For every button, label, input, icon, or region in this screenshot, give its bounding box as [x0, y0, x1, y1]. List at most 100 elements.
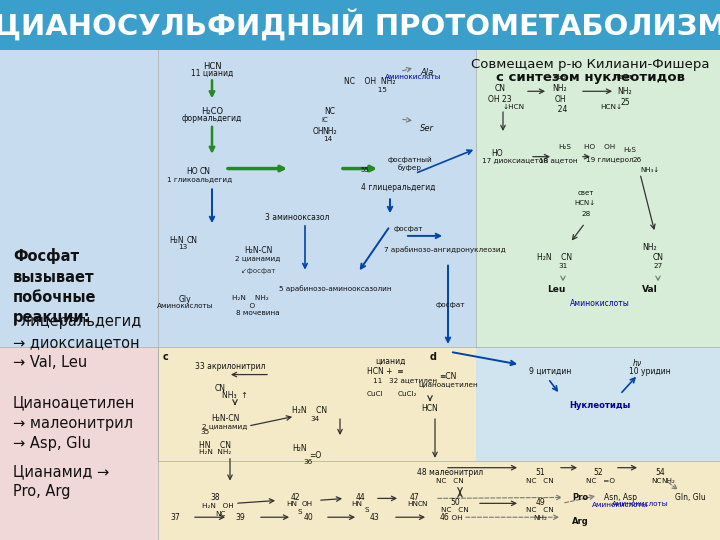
- Text: 18 ацетон: 18 ацетон: [539, 157, 577, 163]
- Text: NC   CN: NC CN: [526, 507, 554, 514]
- Text: HO: HO: [491, 148, 503, 158]
- Text: NC: NC: [325, 107, 336, 116]
- Text: HCN↓: HCN↓: [600, 104, 622, 110]
- Text: 47: 47: [410, 494, 420, 502]
- Text: 1 гликоальдегид: 1 гликоальдегид: [167, 177, 233, 183]
- Text: HN: HN: [408, 501, 418, 508]
- Text: d: d: [430, 352, 437, 362]
- Text: 3 аминооксазол: 3 аминооксазол: [265, 213, 329, 222]
- Text: CN
OH 23: CN OH 23: [488, 84, 512, 104]
- Text: 4 глицеральдегид: 4 глицеральдегид: [361, 184, 435, 192]
- Text: 35: 35: [200, 429, 210, 435]
- Text: H₂S: H₂S: [624, 147, 636, 153]
- Text: 5 арабинозо-аминооксазолин: 5 арабинозо-аминооксазолин: [279, 286, 391, 292]
- Text: NH₃  ↑: NH₃ ↑: [222, 392, 248, 401]
- Text: фосфат: фосфат: [393, 226, 423, 232]
- Text: 15: 15: [353, 87, 387, 93]
- Text: OH: OH: [447, 515, 463, 521]
- Text: H₂N-CN: H₂N-CN: [244, 246, 272, 255]
- Text: 38: 38: [210, 494, 220, 502]
- Text: CN: CN: [186, 236, 197, 245]
- Text: 39: 39: [235, 513, 245, 522]
- Text: Аминокислоты: Аминокислоты: [612, 501, 668, 508]
- Text: CN: CN: [418, 501, 428, 508]
- Bar: [0, 50, 158, 540]
- Text: NC: NC: [651, 477, 661, 484]
- Text: CuCl: CuCl: [366, 392, 383, 397]
- Text: 48 малеонитрил: 48 малеонитрил: [417, 468, 483, 477]
- Text: S: S: [365, 507, 369, 514]
- Bar: [476, 347, 720, 461]
- Text: CuCl₂: CuCl₂: [397, 392, 417, 397]
- Text: 26: 26: [632, 157, 642, 163]
- Text: NC: NC: [215, 511, 225, 517]
- Text: свет: свет: [617, 75, 633, 80]
- Text: H₂N    NH₂: H₂N NH₂: [232, 295, 269, 301]
- Text: Аминокислоты: Аминокислоты: [592, 502, 648, 508]
- Text: 19 глицерол: 19 глицерол: [586, 157, 634, 163]
- Text: 7 арабинозо-ангидронуклеозид: 7 арабинозо-ангидронуклеозид: [384, 246, 506, 253]
- Text: 27: 27: [653, 262, 662, 268]
- Text: H₂N  NH₂: H₂N NH₂: [199, 449, 231, 455]
- Text: фосфатный: фосфатный: [387, 157, 433, 163]
- Text: NH₂
25: NH₂ 25: [618, 87, 632, 107]
- Text: формальдегид: формальдегид: [182, 114, 242, 123]
- Text: 9 цитидин: 9 цитидин: [528, 367, 571, 376]
- Text: ↓HCN: ↓HCN: [502, 104, 524, 110]
- Text: 50: 50: [450, 498, 460, 508]
- Text: цианоацетилен: цианоацетилен: [418, 382, 478, 388]
- Text: H₂CO: H₂CO: [201, 107, 223, 116]
- Text: Gln, Glu: Gln, Glu: [675, 494, 706, 502]
- Text: c: c: [163, 352, 168, 362]
- Text: 54: 54: [655, 468, 665, 477]
- Text: OH: OH: [302, 501, 312, 508]
- Text: NH₂: NH₂: [643, 243, 657, 252]
- Text: S: S: [297, 509, 302, 515]
- Text: H₂S: H₂S: [554, 75, 567, 80]
- Text: Gly: Gly: [179, 295, 192, 305]
- Text: Фосфат
вызывает
побочные
реакции:: Фосфат вызывает побочные реакции:: [13, 248, 96, 326]
- Text: NC   CN: NC CN: [441, 507, 469, 514]
- Text: hν: hν: [632, 359, 642, 368]
- Bar: [158, 347, 476, 461]
- Text: NH₂
OH
  24: NH₂ OH 24: [553, 84, 567, 114]
- Text: с синтезом нуклеотидов: с синтезом нуклеотидов: [495, 71, 685, 84]
- Text: Глицеральдегид
→ диоксиацетон
→ Val, Leu: Глицеральдегид → диоксиацетон → Val, Leu: [13, 314, 143, 370]
- Text: =O: =O: [309, 451, 321, 460]
- Text: H₂S: H₂S: [559, 144, 572, 150]
- Text: HO    OH: HO OH: [585, 144, 616, 150]
- Text: HN: HN: [351, 501, 362, 508]
- Text: ≡CN: ≡CN: [439, 372, 456, 381]
- Text: 49: 49: [535, 498, 545, 508]
- Text: NH₂: NH₂: [323, 127, 337, 136]
- Text: H₂N    CN: H₂N CN: [537, 253, 572, 262]
- Text: 28: 28: [581, 211, 590, 217]
- Text: 52: 52: [593, 468, 603, 477]
- Text: Аминокислоты: Аминокислоты: [570, 299, 630, 308]
- Text: OH: OH: [312, 127, 324, 136]
- Text: NC    OH  NH₂: NC OH NH₂: [344, 77, 396, 86]
- Text: Val: Val: [642, 286, 658, 294]
- Text: Совмещаем р-ю Килиани-Фишера: Совмещаем р-ю Килиани-Фишера: [471, 58, 709, 71]
- Text: Leu: Leu: [546, 286, 565, 294]
- Text: 17 диоксиацетон: 17 диоксиацетон: [482, 157, 548, 163]
- Bar: [158, 50, 476, 347]
- Text: H₂N: H₂N: [293, 444, 307, 453]
- Text: HCN: HCN: [422, 404, 438, 413]
- Text: Цианоацетилен
→ малеонитрил
→ Asp, Glu: Цианоацетилен → малеонитрил → Asp, Glu: [13, 395, 135, 451]
- Text: 43: 43: [370, 513, 380, 522]
- Text: 8 мочевина: 8 мочевина: [236, 310, 280, 316]
- Text: Asn, Asp: Asn, Asp: [603, 494, 636, 502]
- Text: 44: 44: [355, 494, 365, 502]
- Text: NH₂: NH₂: [661, 477, 675, 484]
- Text: CN: CN: [199, 166, 210, 176]
- Text: HCN↓: HCN↓: [575, 200, 595, 206]
- Text: Arg: Arg: [572, 517, 588, 526]
- Text: NH₃↓: NH₃↓: [640, 166, 660, 173]
- Text: Цианамид →
Pro, Arg: Цианамид → Pro, Arg: [13, 464, 109, 500]
- Text: CN: CN: [652, 253, 664, 262]
- Text: 36: 36: [303, 459, 312, 465]
- Text: 31: 31: [559, 262, 567, 268]
- Text: NC   CN: NC CN: [526, 477, 554, 484]
- Text: 42: 42: [290, 494, 300, 502]
